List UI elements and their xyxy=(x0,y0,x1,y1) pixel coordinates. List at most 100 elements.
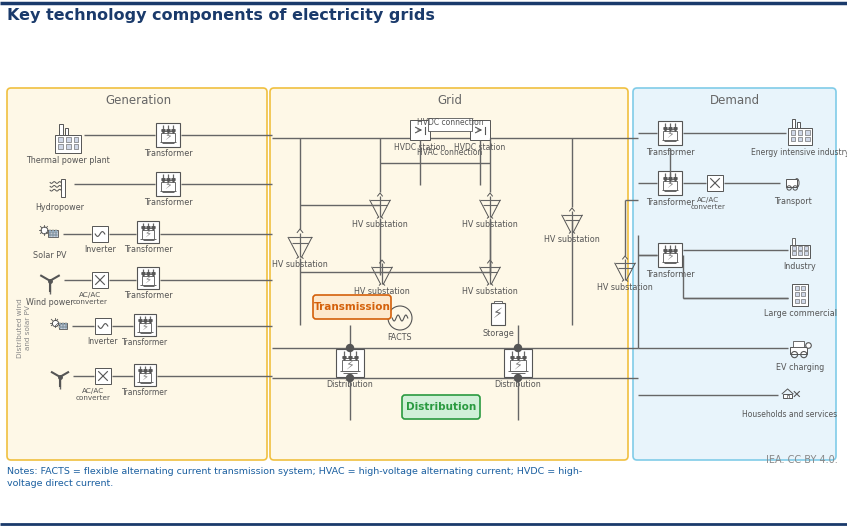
Bar xyxy=(792,238,795,245)
Bar xyxy=(92,272,108,288)
FancyBboxPatch shape xyxy=(270,88,628,460)
Text: HVDC station: HVDC station xyxy=(454,143,506,152)
Bar xyxy=(142,276,154,285)
Bar xyxy=(804,251,808,255)
Bar xyxy=(95,368,111,384)
Bar xyxy=(55,135,81,153)
Text: Distribution: Distribution xyxy=(406,402,476,412)
Bar xyxy=(336,349,364,377)
Bar xyxy=(64,323,67,325)
Bar xyxy=(62,323,64,325)
Bar xyxy=(428,118,472,131)
Text: Transmission: Transmission xyxy=(313,302,390,312)
Text: IEA. CC BY 4.0.: IEA. CC BY 4.0. xyxy=(767,455,838,465)
Bar xyxy=(156,123,180,147)
Bar xyxy=(139,323,151,331)
Bar xyxy=(790,245,810,258)
Bar xyxy=(74,136,79,142)
Bar xyxy=(663,181,677,190)
Bar xyxy=(48,230,58,237)
Text: ⚡: ⚡ xyxy=(145,229,152,239)
Bar xyxy=(792,119,795,129)
Bar xyxy=(58,144,63,149)
Bar xyxy=(134,314,156,336)
Text: Distribution: Distribution xyxy=(495,380,541,389)
Bar xyxy=(801,286,805,290)
Bar xyxy=(658,121,682,145)
Text: FACTS: FACTS xyxy=(388,333,412,342)
Text: Key technology components of electricity grids: Key technology components of electricity… xyxy=(7,8,435,23)
Text: Notes: FACTS = flexible alternating current transmission system; HVAC = high-vol: Notes: FACTS = flexible alternating curr… xyxy=(7,467,582,489)
Text: ⚡: ⚡ xyxy=(141,372,148,382)
Bar xyxy=(798,251,801,255)
Bar xyxy=(64,326,67,328)
Text: ⚡: ⚡ xyxy=(513,358,523,372)
Bar xyxy=(55,230,58,233)
Bar xyxy=(795,299,799,303)
Text: HV substation: HV substation xyxy=(544,235,600,244)
Text: Transformer: Transformer xyxy=(645,198,695,207)
Text: Transformer: Transformer xyxy=(144,149,192,158)
Text: Transformer: Transformer xyxy=(122,338,168,347)
Bar xyxy=(788,128,812,145)
Text: Inverter: Inverter xyxy=(84,245,116,254)
Text: Distribution: Distribution xyxy=(327,380,374,389)
Bar xyxy=(804,246,808,250)
Bar xyxy=(342,360,357,372)
Bar xyxy=(49,230,51,233)
Text: HV substation: HV substation xyxy=(354,287,410,296)
Text: AC/AC
converter: AC/AC converter xyxy=(75,388,110,401)
Bar xyxy=(156,172,180,196)
Text: Demand: Demand xyxy=(710,94,760,107)
Text: ⚡: ⚡ xyxy=(164,132,172,142)
Bar xyxy=(55,234,58,236)
Bar xyxy=(162,182,174,191)
Text: Households and services: Households and services xyxy=(743,410,838,419)
Text: ⚡: ⚡ xyxy=(667,252,674,262)
Bar xyxy=(787,395,789,398)
Text: HVAC connection: HVAC connection xyxy=(418,148,483,157)
Bar xyxy=(663,131,677,140)
Text: AC/AC
converter: AC/AC converter xyxy=(73,292,108,305)
FancyBboxPatch shape xyxy=(402,395,480,419)
Bar xyxy=(142,230,154,239)
Bar xyxy=(58,323,67,328)
Bar xyxy=(792,246,795,250)
Bar xyxy=(137,221,159,243)
Bar xyxy=(92,226,108,242)
Text: Inverter: Inverter xyxy=(88,337,119,346)
Text: ⚡: ⚡ xyxy=(667,180,674,190)
Bar xyxy=(798,136,802,141)
Text: Industry: Industry xyxy=(783,262,817,271)
Bar xyxy=(805,130,810,134)
Text: HV substation: HV substation xyxy=(352,220,408,229)
Bar xyxy=(792,284,808,306)
Text: HV substation: HV substation xyxy=(272,260,328,269)
Text: Transport: Transport xyxy=(774,197,812,206)
Bar xyxy=(64,128,68,135)
Circle shape xyxy=(514,345,522,352)
Text: EV charging: EV charging xyxy=(776,363,824,372)
Ellipse shape xyxy=(794,179,799,188)
Text: Transformer: Transformer xyxy=(645,270,695,279)
Text: Large commercial: Large commercial xyxy=(763,309,837,318)
Bar xyxy=(798,246,801,250)
Bar xyxy=(95,318,111,334)
Bar xyxy=(61,179,65,197)
Bar xyxy=(504,349,532,377)
Text: AC/AC
converter: AC/AC converter xyxy=(690,197,726,210)
Circle shape xyxy=(346,375,353,382)
Text: ⚡: ⚡ xyxy=(141,321,148,331)
Bar xyxy=(790,347,806,354)
Bar xyxy=(495,301,501,304)
Bar xyxy=(793,341,804,347)
Text: HV substation: HV substation xyxy=(597,283,653,292)
Text: HVDC connection: HVDC connection xyxy=(417,118,484,127)
Text: Thermal power plant: Thermal power plant xyxy=(26,156,110,165)
Bar xyxy=(134,364,156,386)
Bar xyxy=(59,124,63,135)
Text: Storage: Storage xyxy=(482,329,514,338)
Bar xyxy=(52,234,54,236)
Text: Solar PV: Solar PV xyxy=(33,251,67,260)
Polygon shape xyxy=(783,394,792,398)
